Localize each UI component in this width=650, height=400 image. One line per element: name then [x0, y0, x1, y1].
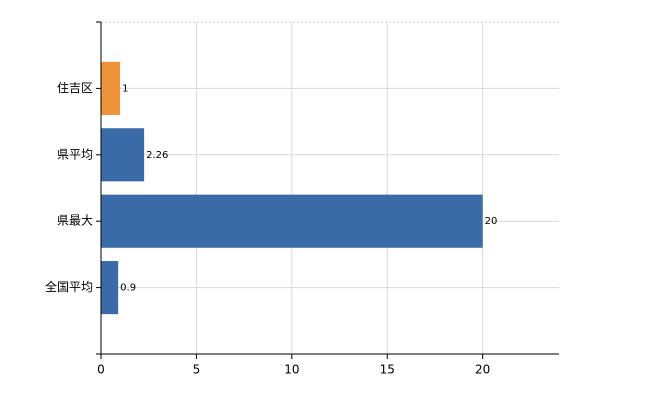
y-tick-label: 住吉区	[57, 81, 93, 95]
bar	[101, 128, 145, 182]
value-label: 20	[485, 216, 498, 227]
x-tick-label: 20	[475, 363, 490, 377]
x-tick-label: 10	[284, 363, 299, 377]
x-tick-label: 15	[380, 363, 395, 377]
bar	[101, 194, 483, 248]
bar	[101, 261, 119, 315]
bar	[101, 61, 121, 115]
y-tick-label: 県最大	[57, 214, 93, 228]
x-tick-label: 0	[97, 363, 105, 377]
value-label: 1	[122, 83, 128, 94]
y-tick-label: 県平均	[57, 147, 93, 161]
x-tick-label: 5	[193, 363, 201, 377]
value-label: 0.9	[120, 283, 136, 294]
value-label: 2.26	[146, 150, 168, 161]
y-tick-label: 全国平均	[45, 279, 93, 294]
